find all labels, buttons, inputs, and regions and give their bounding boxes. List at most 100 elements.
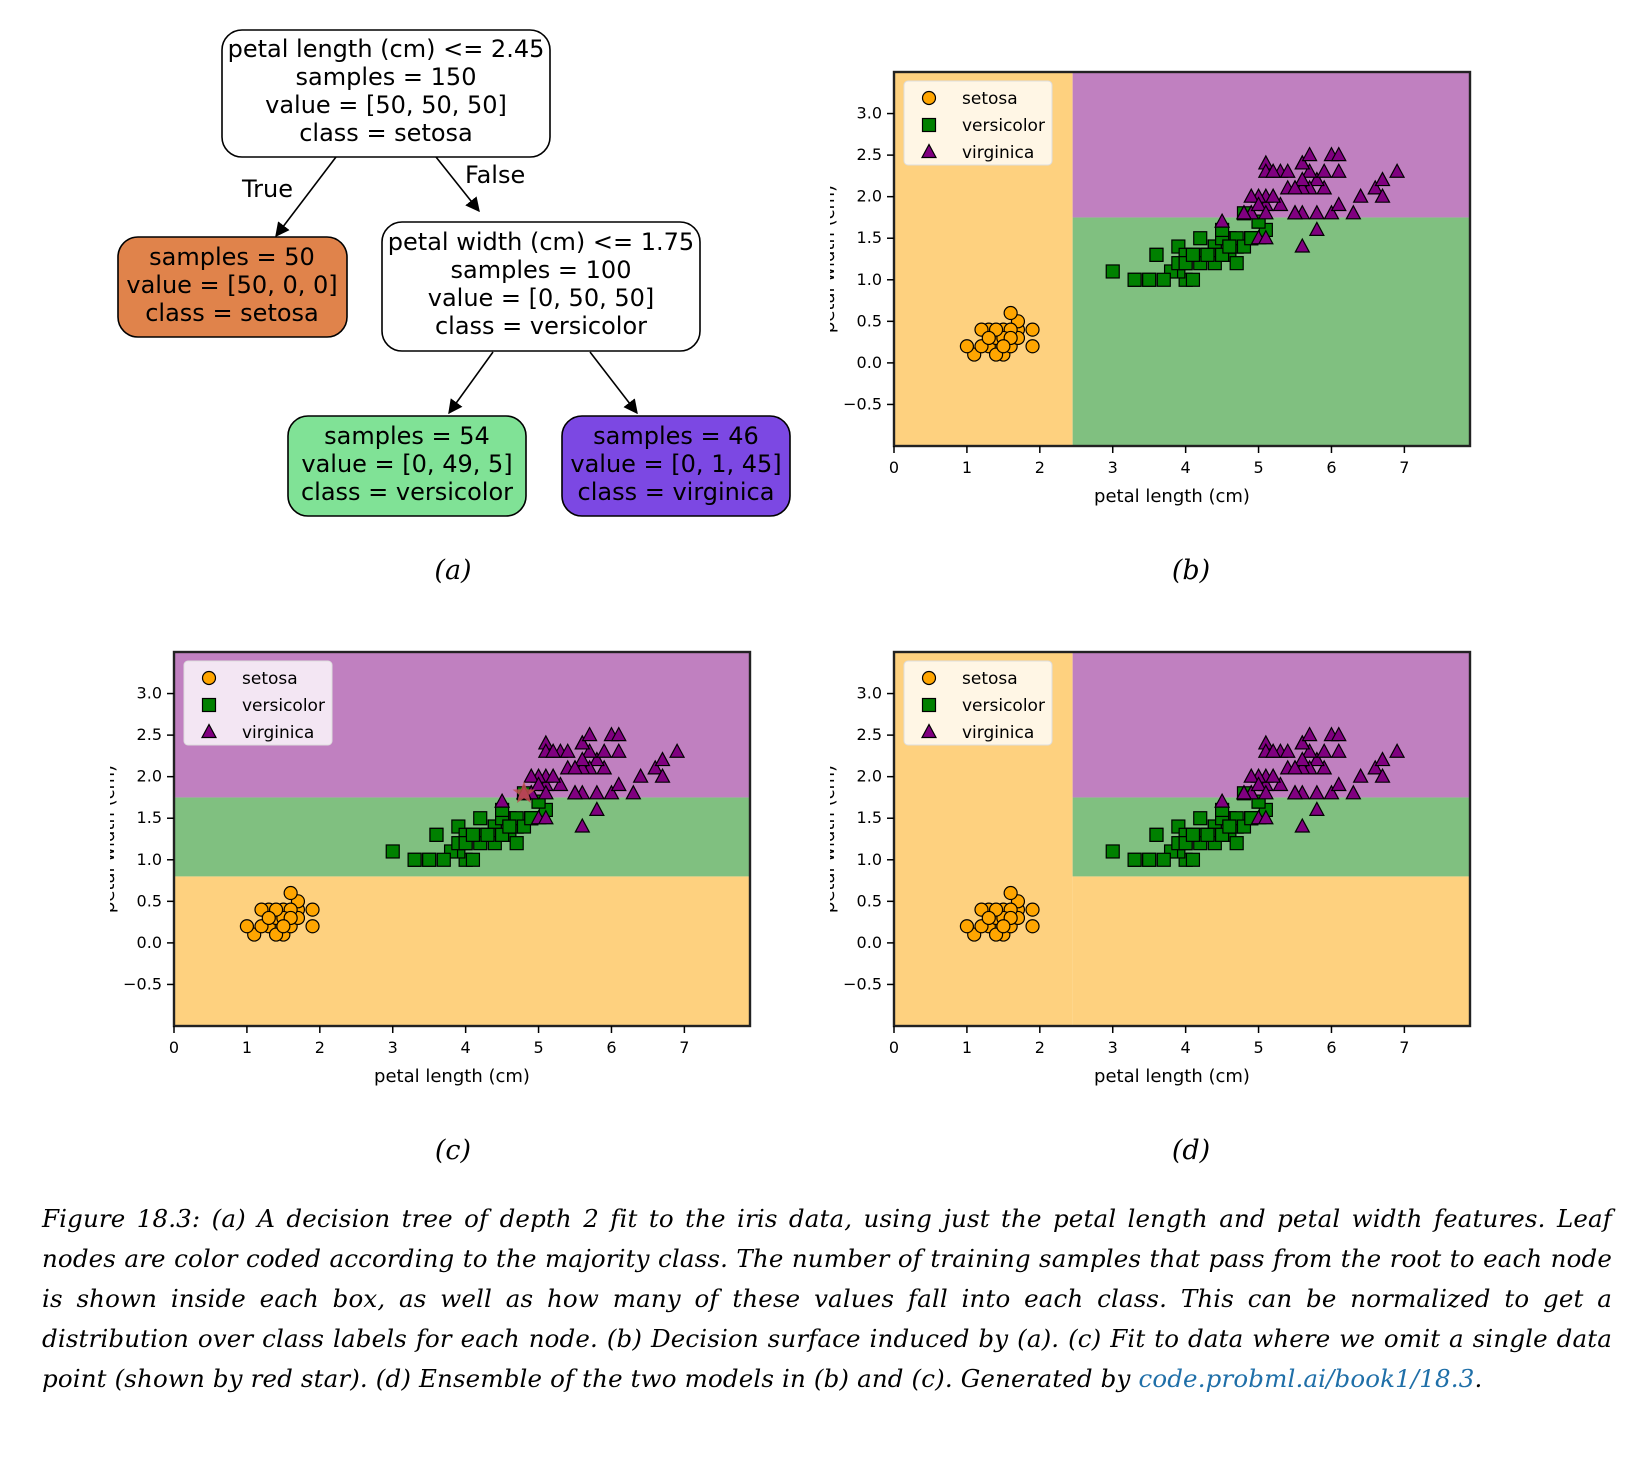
x-tick-label: 5 — [1253, 1038, 1263, 1057]
data-point-virginica — [1308, 751, 1325, 767]
data-point-versicolor — [1156, 272, 1171, 287]
data-point-versicolor — [1193, 811, 1208, 826]
legend-marker-virginica — [920, 723, 938, 739]
node-line: value = [50, 50, 50] — [265, 91, 507, 119]
y-tick-label: 0.5 — [137, 891, 162, 910]
x-tick-label: 4 — [1181, 1038, 1191, 1057]
data-point-virginica — [1345, 784, 1362, 800]
data-point-virginica — [1279, 162, 1296, 178]
tree-node-root: petal length (cm) <= 2.45 samples = 150 … — [221, 29, 551, 158]
node-line: value = [0, 49, 5] — [301, 450, 512, 478]
x-tick-label: 1 — [962, 458, 972, 477]
data-point-virginica — [494, 792, 511, 808]
legend: setosa versicolor virginica — [183, 660, 333, 746]
x-tick-label: 1 — [962, 1038, 972, 1057]
data-point-versicolor — [385, 844, 400, 859]
data-point-versicolor — [1229, 836, 1244, 851]
subfigure-label-a: (a) — [434, 555, 472, 586]
x-tick-label: 4 — [461, 1038, 471, 1057]
node-line: class = virginica — [578, 478, 775, 506]
omitted-point-star — [512, 781, 536, 803]
data-point-virginica — [632, 767, 649, 783]
data-point-virginica — [1301, 162, 1318, 178]
data-point-versicolor — [1156, 852, 1171, 867]
data-point-virginica — [1243, 767, 1260, 783]
plot-frame — [892, 70, 1472, 448]
data-point-virginica — [1374, 171, 1391, 187]
node-line: value = [50, 0, 0] — [126, 271, 337, 299]
data-point-setosa — [305, 919, 320, 934]
data-point-setosa — [1025, 919, 1040, 934]
plot-area — [894, 72, 1470, 446]
data-point-virginica — [1316, 179, 1333, 195]
data-point-virginica — [596, 759, 613, 775]
data-point-setosa — [996, 919, 1011, 934]
data-point-virginica — [552, 776, 569, 792]
y-tick-label: 3.0 — [137, 684, 162, 703]
data-point-versicolor — [1200, 247, 1215, 262]
data-point-virginica — [1265, 187, 1282, 203]
x-tick-label: 5 — [533, 1038, 543, 1057]
data-point-setosa — [959, 919, 975, 934]
tree-edge-right-leaf — [589, 351, 638, 415]
data-point-virginica — [1235, 784, 1252, 800]
data-point-virginica — [625, 784, 642, 800]
data-point-versicolor — [473, 811, 488, 826]
data-point-virginica — [588, 784, 605, 800]
data-point-virginica — [647, 759, 664, 775]
data-point-virginica — [1279, 742, 1296, 758]
data-point-virginica — [559, 742, 576, 758]
subfigure-label-c: (c) — [434, 1135, 472, 1166]
data-point-virginica — [567, 759, 584, 775]
y-tick-label: −0.5 — [843, 974, 882, 993]
data-point-virginica — [1294, 154, 1311, 170]
node-line: samples = 150 — [296, 63, 477, 91]
y-tick-label: 1.5 — [857, 808, 882, 827]
tree-edge-true — [275, 156, 337, 238]
node-line: samples = 50 — [149, 243, 315, 271]
caption-link[interactable]: code.probml.ai/book1/18.3 — [1138, 1364, 1475, 1393]
data-point-virginica — [1294, 817, 1311, 833]
data-point-virginica — [1294, 171, 1311, 187]
data-point-virginica — [537, 784, 554, 800]
y-tick-label: 0.0 — [857, 353, 882, 372]
data-point-virginica — [1294, 751, 1311, 767]
data-point-virginica — [1294, 734, 1311, 750]
legend-label-versicolor: versicolor — [242, 696, 325, 716]
data-point-setosa — [981, 330, 996, 346]
data-point-virginica — [1308, 784, 1325, 800]
data-point-virginica — [1330, 776, 1347, 792]
data-point-virginica — [567, 784, 584, 800]
data-point-virginica — [1301, 742, 1318, 758]
x-tick-label: 5 — [1253, 458, 1263, 477]
legend-marker-versicolor — [201, 697, 217, 713]
tree-node-leaf-virginica: samples = 46 value = [0, 1, 45] class = … — [561, 415, 791, 517]
y-tick-label: 3.0 — [857, 684, 882, 703]
x-axis-label: petal length (cm) — [1094, 1066, 1250, 1087]
y-axis-label: petal width (cm) — [110, 765, 119, 913]
data-point-virginica — [1330, 146, 1347, 162]
data-point-versicolor — [407, 852, 422, 867]
legend-box — [903, 660, 1053, 746]
y-tick-label: −0.5 — [123, 974, 162, 993]
data-point-virginica — [1214, 792, 1231, 808]
data-point-virginica — [1308, 204, 1325, 220]
caption-text: Figure 18.3: (a) A decision tree of dept… — [42, 1204, 1612, 1393]
legend-marker-setosa — [921, 670, 937, 686]
x-tick-label: 7 — [1399, 1038, 1409, 1057]
data-point-virginica — [1352, 187, 1369, 203]
x-tick-label: 2 — [1035, 458, 1045, 477]
data-point-versicolor — [509, 836, 524, 851]
plot-frame — [892, 650, 1472, 1028]
legend-label-virginica: virginica — [962, 143, 1034, 163]
data-point-virginica — [610, 742, 627, 758]
region-setosa — [1072, 876, 1470, 1026]
data-point-versicolor — [480, 827, 495, 842]
node-line: class = versicolor — [435, 312, 647, 340]
data-point-setosa — [1003, 305, 1018, 321]
legend-box — [183, 660, 333, 746]
data-point-virginica — [537, 809, 554, 825]
plot-frame — [172, 650, 752, 1028]
data-point-versicolor — [1193, 231, 1208, 246]
x-tick-label: 6 — [606, 1038, 616, 1057]
